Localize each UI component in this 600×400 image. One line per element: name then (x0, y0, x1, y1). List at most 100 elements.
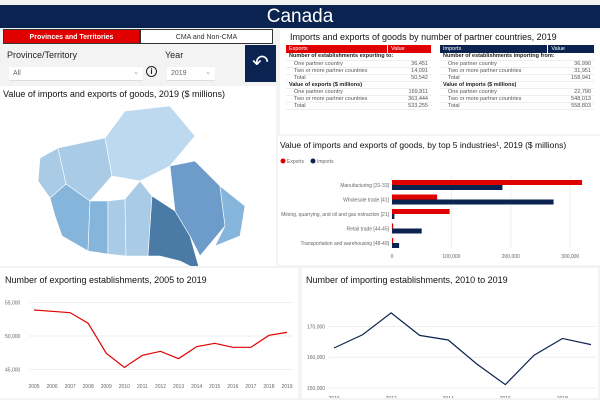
data-point[interactable] (159, 350, 162, 353)
bar-exports[interactable] (392, 209, 450, 214)
table-row: Two or more partner countries 14,091 (286, 67, 431, 75)
row-value: 50,542 (387, 74, 431, 82)
table-row: Two or more partner countries 548,013 (440, 95, 594, 103)
row-value: 31,951 (547, 67, 594, 75)
chevron-down-icon: ⌄ (133, 69, 139, 76)
data-point[interactable] (390, 311, 393, 314)
map-title: Value of imports and exports of goods, 2… (3, 89, 225, 99)
exporting-line-chart: 45,000 50,000 55,000 2005 2006 2007 2008 2009 20… (5, 301, 293, 390)
bar-exports[interactable] (392, 238, 394, 243)
region-alberta[interactable] (87, 200, 109, 255)
map-panel: Value of imports and exports of goods, 2… (0, 86, 276, 266)
row-label: Two or more partner countries (440, 95, 548, 103)
bar-imports[interactable] (392, 228, 422, 234)
data-point[interactable] (141, 354, 144, 357)
y-tick-label: 160,000 (307, 355, 325, 361)
bar-imports[interactable] (392, 185, 503, 190)
x-tick-label: 2014 (443, 396, 454, 398)
data-point[interactable] (475, 363, 478, 366)
category-label: Retail trade [44-45] (346, 227, 389, 233)
info-icon[interactable]: i (146, 66, 157, 77)
data-point[interactable] (249, 346, 252, 349)
row-value: 22,790 (547, 88, 594, 96)
data-point[interactable] (231, 346, 234, 349)
table-row: Total 558,803 (440, 102, 594, 110)
legend-marker (310, 158, 316, 164)
region-quebec[interactable] (169, 160, 226, 257)
data-point[interactable] (561, 337, 564, 340)
legend-marker (280, 158, 286, 164)
data-point[interactable] (532, 354, 535, 357)
data-point[interactable] (87, 322, 90, 325)
row-value: 169,811 (387, 88, 431, 96)
industries-panel: Value of imports and exports of goods, b… (278, 136, 600, 265)
bar-exports[interactable] (392, 223, 394, 229)
importing-line-chart: 150,000 160,000 170,000 2010 2012 2014 2016 201… (307, 311, 596, 398)
data-point[interactable] (123, 366, 126, 369)
data-point[interactable] (177, 357, 180, 360)
exporting-title: Number of exporting establishments, 2005… (5, 275, 207, 285)
category-label: Transportation and warehousing [48-49] (301, 241, 390, 247)
row-value: 14,091 (387, 67, 431, 75)
year-dropdown[interactable]: 2019 ⌄ (167, 67, 215, 81)
data-point[interactable] (504, 383, 507, 386)
x-tick-label: 2007 (65, 384, 76, 390)
table-row: One partner country 22,790 (440, 88, 594, 96)
region-nunavut[interactable] (104, 105, 196, 182)
data-point[interactable] (267, 334, 270, 337)
region-northwest-territories[interactable] (57, 137, 113, 202)
tab-cma-non-cma[interactable]: CMA and Non-CMA (140, 29, 273, 44)
row-value: 558,803 (547, 102, 594, 110)
bar-imports[interactable] (392, 199, 554, 205)
table-row: Total 50,542 (286, 74, 431, 82)
region-manitoba[interactable] (124, 180, 153, 257)
tab-provinces-territories[interactable]: Provinces and Territories (3, 29, 140, 44)
category-label: Wholesale trade [41] (343, 198, 389, 204)
region-atlantic[interactable] (214, 185, 246, 247)
year-label: Year (165, 50, 184, 60)
x-tick-label: 2016 (227, 384, 238, 390)
industries-title: Value of imports and exports of goods, b… (280, 140, 567, 150)
region-saskatchewan[interactable] (107, 198, 127, 257)
x-tick-label: 2005 (28, 384, 39, 390)
bar-imports[interactable] (392, 214, 395, 219)
value-header: Value (547, 45, 594, 53)
y-tick-label: 55,000 (5, 301, 21, 307)
table-row: Total 533,255 (286, 102, 431, 110)
data-point[interactable] (195, 345, 198, 348)
data-point[interactable] (590, 343, 593, 346)
row-value: 548,013 (547, 95, 594, 103)
canada-map[interactable] (0, 86, 276, 266)
data-point[interactable] (69, 311, 72, 314)
y-tick-label: 45,000 (5, 367, 21, 373)
x-tick-label: 200,000 (502, 254, 520, 260)
back-button[interactable]: ↶ (245, 45, 276, 82)
category-label: Manufacturing [31-33] (340, 183, 389, 189)
row-label: One partner country (286, 88, 388, 96)
data-point[interactable] (51, 310, 54, 313)
row-label: Two or more partner countries (286, 95, 388, 103)
x-tick-label: 2012 (155, 384, 166, 390)
data-point[interactable] (33, 309, 36, 312)
data-point[interactable] (105, 352, 108, 355)
table-row: Total 158,941 (440, 74, 594, 82)
table-row: One partner country 36,990 (440, 60, 594, 68)
table-header: Exports (289, 46, 308, 52)
bar-exports[interactable] (392, 194, 438, 200)
bar-exports[interactable] (392, 180, 583, 185)
province-dropdown[interactable]: All ⌄ (9, 67, 143, 81)
data-point[interactable] (333, 347, 336, 350)
x-tick-label: 0 (391, 254, 394, 260)
x-tick-label: 2008 (83, 384, 94, 390)
data-point[interactable] (213, 342, 216, 345)
data-point[interactable] (286, 331, 289, 334)
data-point[interactable] (361, 333, 364, 336)
bar-imports[interactable] (392, 243, 400, 248)
data-point[interactable] (418, 334, 421, 337)
row-label: Two or more partner countries (440, 67, 548, 75)
x-tick-label: 2006 (47, 384, 58, 390)
data-point[interactable] (447, 339, 450, 342)
province-value: All (13, 70, 21, 77)
category-label: Mining, quarrying, and oil and gas extra… (281, 212, 389, 218)
section-label: Value of imports ($ millions) (440, 81, 594, 89)
